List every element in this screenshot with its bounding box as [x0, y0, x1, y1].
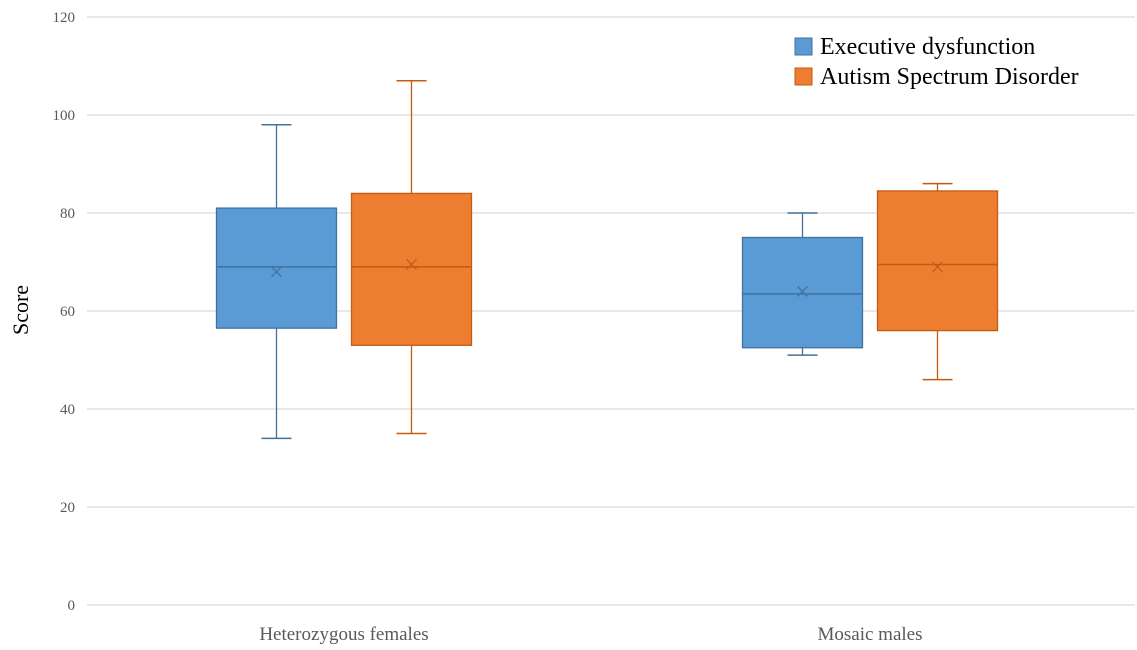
- y-axis-ticks: 0 20 40 60 80 100 120: [53, 10, 76, 614]
- iqr-box: [876, 190, 999, 332]
- y-tick-label: 80: [60, 206, 75, 222]
- y-tick-label: 40: [60, 402, 75, 418]
- boxes: [215, 79, 999, 440]
- iqr-box: [350, 192, 473, 346]
- mean-marker: [271, 266, 282, 278]
- box-executive-dysfunction-heterozygous-females: [215, 124, 338, 440]
- mean-marker: [797, 285, 808, 297]
- box-autism-spectrum-disorder-heterozygous-females: [350, 79, 473, 435]
- legend-label: Autism Spectrum Disorder: [820, 64, 1079, 90]
- x-axis-categories: Heterozygous females Mosaic males: [259, 624, 922, 645]
- iqr-box: [741, 236, 864, 349]
- mean-marker: [406, 259, 417, 270]
- legend-swatch: [794, 67, 813, 86]
- x-category-label: Heterozygous females: [259, 624, 428, 645]
- y-tick-label: 20: [60, 500, 75, 516]
- iqr-box: [215, 207, 338, 329]
- y-tick-label: 100: [53, 108, 76, 124]
- box-autism-spectrum-disorder-mosaic-males: [876, 182, 999, 381]
- y-tick-label: 0: [68, 598, 76, 614]
- box-executive-dysfunction-mosaic-males: [741, 212, 864, 356]
- legend: Executive dysfunction Autism Spectrum Dis…: [794, 34, 1079, 90]
- mean-marker: [932, 261, 943, 273]
- legend-swatch: [794, 37, 813, 56]
- legend-label: Executive dysfunction: [820, 34, 1035, 60]
- y-tick-label: 120: [53, 10, 76, 26]
- x-category-label: Mosaic males: [817, 624, 922, 645]
- y-axis-title: Score: [8, 285, 33, 335]
- y-tick-label: 60: [60, 304, 75, 320]
